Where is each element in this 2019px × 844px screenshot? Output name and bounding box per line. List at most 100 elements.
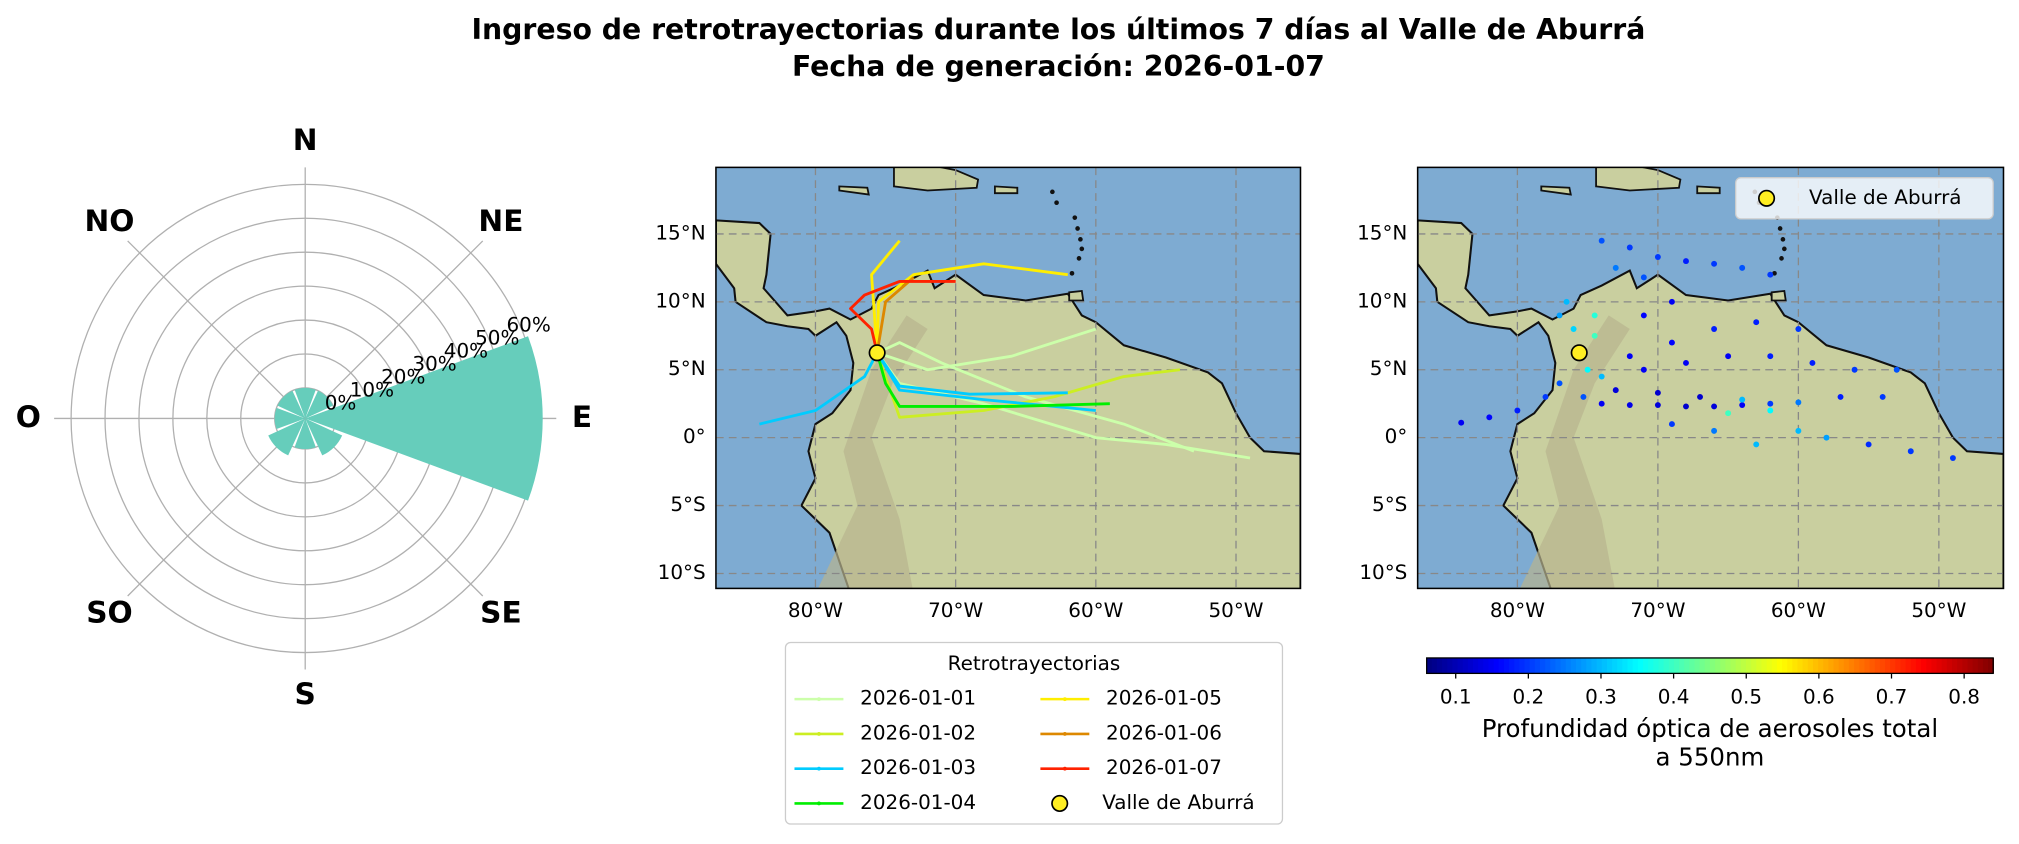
colorbar-cell: [1879, 657, 1886, 674]
map: [1417, 167, 2004, 589]
legend-label: Valle de Aburrá: [1809, 185, 1961, 209]
andes: [1519, 315, 1630, 589]
aod-point: [1711, 326, 1718, 332]
aod-point: [1767, 400, 1774, 407]
colorbar-cell: [1627, 657, 1634, 674]
aod-point: [1591, 332, 1598, 339]
trajectory: [849, 280, 956, 354]
colorbar-cell: [1895, 657, 1902, 674]
colorbar-cell: [1689, 657, 1696, 674]
colorbar-cell: [1663, 657, 1670, 674]
colorbar-frame: [1426, 657, 1994, 675]
rose-bar: [305, 390, 333, 419]
rose-bar: [294, 418, 316, 449]
colorbar-cell: [1483, 657, 1490, 674]
aod-point: [1580, 393, 1587, 400]
spoke: [127, 417, 306, 597]
colorbar-cell: [1653, 657, 1660, 674]
aod-point: [1570, 326, 1577, 332]
legend-label: Valle de Aburrá: [1102, 790, 1254, 814]
colorbar-cell: [1900, 657, 1907, 674]
aod-point: [1907, 448, 1914, 455]
colorbar-cell: [1730, 657, 1737, 674]
colorbar-cell: [1797, 657, 1804, 674]
colorbar-cell: [1591, 657, 1598, 674]
colorbar-cell: [1910, 657, 1917, 674]
subtitle: Fecha de generación: 2026-01-07: [792, 50, 1325, 83]
legend-label: 2026-01-07: [1106, 755, 1222, 779]
island: [1078, 237, 1083, 242]
colorbar-cell: [1812, 657, 1819, 674]
colorbar-cell: [1740, 657, 1747, 674]
colorbar-cell: [1529, 657, 1536, 674]
colorbar-cell: [1642, 657, 1649, 674]
trajectory: [759, 352, 879, 426]
island: [1772, 271, 1777, 276]
colorbar-cell: [1854, 657, 1861, 674]
colorbar-cell: [1596, 657, 1603, 674]
y-tick-label: 15°N: [655, 220, 705, 244]
colorbar-cell: [1632, 657, 1639, 674]
colorbar-cell: [1452, 657, 1459, 674]
trajectory: [875, 352, 1110, 408]
aod-point: [1654, 402, 1661, 409]
r-tick-label: 40%: [444, 338, 488, 362]
x-tick-label: 70°W: [928, 598, 983, 622]
legend-swatch-dot: [817, 697, 821, 702]
colorbar-tick-label: 0.4: [1658, 684, 1690, 708]
legend-box: [1735, 177, 1994, 220]
aod-point: [1598, 400, 1605, 407]
aod-point: [1711, 260, 1718, 267]
compass-label: S: [295, 677, 316, 711]
aod-point: [1683, 359, 1689, 366]
colorbar-cell: [1761, 657, 1768, 674]
colorbar-cell: [1869, 657, 1876, 674]
colorbar-cell: [1782, 657, 1788, 674]
andes: [818, 315, 928, 589]
colorbar-tick-label: 0.3: [1585, 684, 1617, 708]
x-tick-label: 50°W: [1911, 598, 1966, 622]
colorbar-cell: [1859, 657, 1866, 674]
y-tick-label: 5°S: [1372, 492, 1407, 516]
colorbar-cell: [1946, 657, 1953, 674]
aod-point: [1584, 366, 1591, 373]
aod-point: [1640, 366, 1647, 373]
aod-point: [1626, 353, 1633, 360]
y-tick-label: 0°: [683, 424, 706, 448]
colorbar-cell: [1606, 657, 1613, 674]
r-tick-label: 30%: [412, 351, 456, 375]
colorbar-cell: [1576, 657, 1582, 674]
aod-point: [1668, 421, 1675, 428]
colorbar-cell: [1493, 657, 1500, 674]
colorbar-cell: [1581, 657, 1588, 674]
aod-point: [1879, 393, 1886, 400]
colorbar-cell: [1436, 657, 1443, 674]
colorbar-cell: [1735, 657, 1742, 674]
colorbar-tick-label: 0.1: [1440, 684, 1472, 708]
rose-bar: [268, 418, 306, 456]
colorbar-cell: [1725, 657, 1732, 674]
island: [1069, 271, 1075, 276]
colorbar-tick-label: 0.7: [1876, 684, 1908, 708]
colorbar-cell: [1679, 657, 1685, 674]
trajectory: [876, 327, 1097, 372]
island: [1076, 256, 1082, 261]
legend-label: 2026-01-03: [860, 755, 976, 779]
compass-label: NE: [478, 204, 523, 238]
aod-point: [1683, 403, 1689, 410]
aod-point: [1598, 373, 1605, 380]
rose-bar: [305, 336, 543, 501]
aod-point: [1711, 403, 1718, 410]
colorbar-cell: [1601, 657, 1608, 674]
colorbar-cell: [1560, 657, 1567, 674]
aod-point: [1612, 264, 1619, 271]
aod-point: [1767, 353, 1774, 360]
colorbar-tick-label: 0.6: [1803, 684, 1835, 708]
legend-label: 2026-01-02: [860, 720, 976, 744]
r-tick-label: 10%: [350, 377, 394, 401]
aod-point: [1767, 271, 1774, 278]
aod-point: [1753, 441, 1760, 448]
r-tick-label: 0%: [325, 390, 357, 414]
aod-point: [1739, 402, 1746, 409]
colorbar-cell: [1807, 657, 1814, 674]
